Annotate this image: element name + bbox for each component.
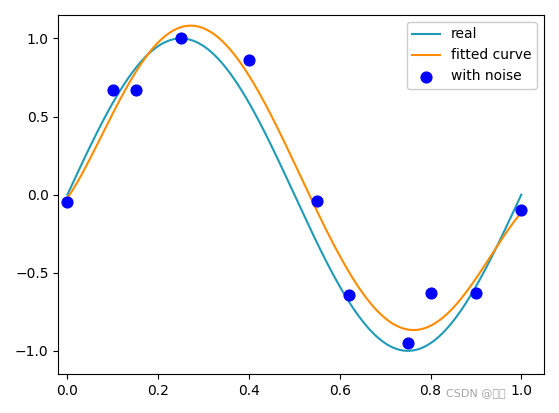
Legend: real, fitted curve, with noise: real, fitted curve, with noise bbox=[406, 22, 537, 89]
fitted curve bbox=[64, 195, 71, 200]
real bbox=[334, 280, 341, 285]
real bbox=[518, 192, 525, 197]
fitted curve bbox=[449, 306, 456, 311]
fitted curve bbox=[65, 193, 72, 198]
with noise bbox=[471, 290, 480, 297]
with noise bbox=[312, 197, 321, 204]
with noise bbox=[108, 87, 117, 93]
real bbox=[404, 349, 411, 354]
Text: CSDN @郡东: CSDN @郡东 bbox=[447, 388, 506, 398]
Line: fitted curve: fitted curve bbox=[68, 26, 522, 330]
fitted curve bbox=[336, 252, 343, 257]
with noise bbox=[426, 290, 435, 297]
fitted curve bbox=[410, 328, 417, 332]
real bbox=[336, 283, 343, 288]
with noise bbox=[63, 199, 72, 206]
real bbox=[178, 36, 184, 41]
real bbox=[479, 273, 485, 278]
fitted curve bbox=[187, 23, 194, 28]
fitted curve bbox=[518, 210, 525, 215]
real bbox=[64, 192, 71, 197]
with noise bbox=[244, 57, 253, 64]
fitted curve bbox=[334, 249, 341, 254]
real bbox=[65, 189, 72, 194]
real bbox=[343, 296, 350, 301]
Line: real: real bbox=[68, 38, 522, 351]
with noise bbox=[131, 87, 140, 93]
with noise bbox=[517, 207, 526, 214]
fitted curve bbox=[343, 266, 350, 271]
with noise bbox=[404, 340, 413, 347]
fitted curve bbox=[479, 267, 485, 272]
with noise bbox=[177, 35, 186, 42]
with noise bbox=[344, 291, 353, 298]
real bbox=[449, 319, 456, 324]
